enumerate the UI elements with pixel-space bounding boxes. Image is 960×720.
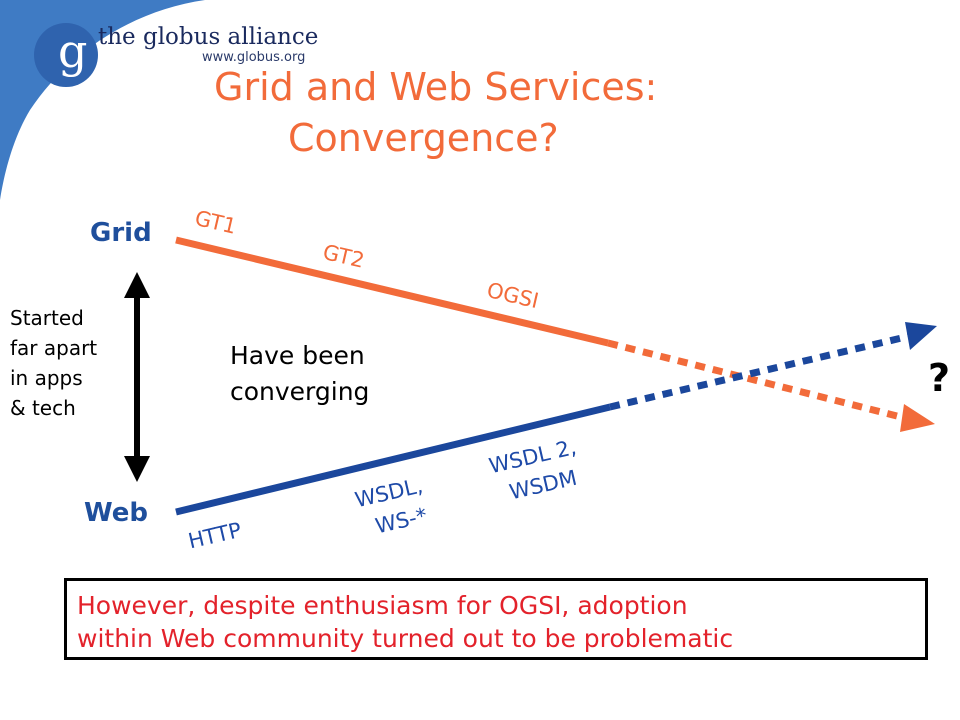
title-line-1: Grid and Web Services: [214,65,658,109]
title-line-2: Convergence? [288,116,559,160]
globus-logo-circle [34,23,98,87]
side-note: Started far apart in apps & tech [10,303,97,423]
side-note-line: in apps [10,366,83,390]
globus-logo-mark: g [58,26,87,76]
center-note: Have been converging [230,338,369,410]
web-line-solid [175,403,611,516]
grid-label: Grid [90,218,152,248]
web-line-dotted [609,332,911,411]
outcome-question-mark: ? [928,356,951,400]
side-note-line: & tech [10,396,76,420]
center-note-line: converging [230,377,370,406]
side-note-line: Started [10,306,84,330]
grid-arrowhead [900,404,935,432]
center-note-line: Have been [230,341,365,370]
distance-arrow [124,272,150,482]
logo-name: the globus alliance [98,24,319,50]
side-note-line: far apart [10,336,98,360]
callout-line-1: However, despite enthusiasm for OGSI, ad… [77,591,688,620]
web-arrowhead [905,322,937,350]
callout-line-2: within Web community turned out to be pr… [77,624,734,653]
grid-line-dotted [607,339,906,422]
logo-mark-letter: g [58,24,88,78]
logo-url: www.globus.org [202,50,306,65]
grid-line-solid [175,236,609,347]
callout-box: However, despite enthusiasm for OGSI, ad… [64,578,928,660]
web-label: Web [84,498,148,528]
